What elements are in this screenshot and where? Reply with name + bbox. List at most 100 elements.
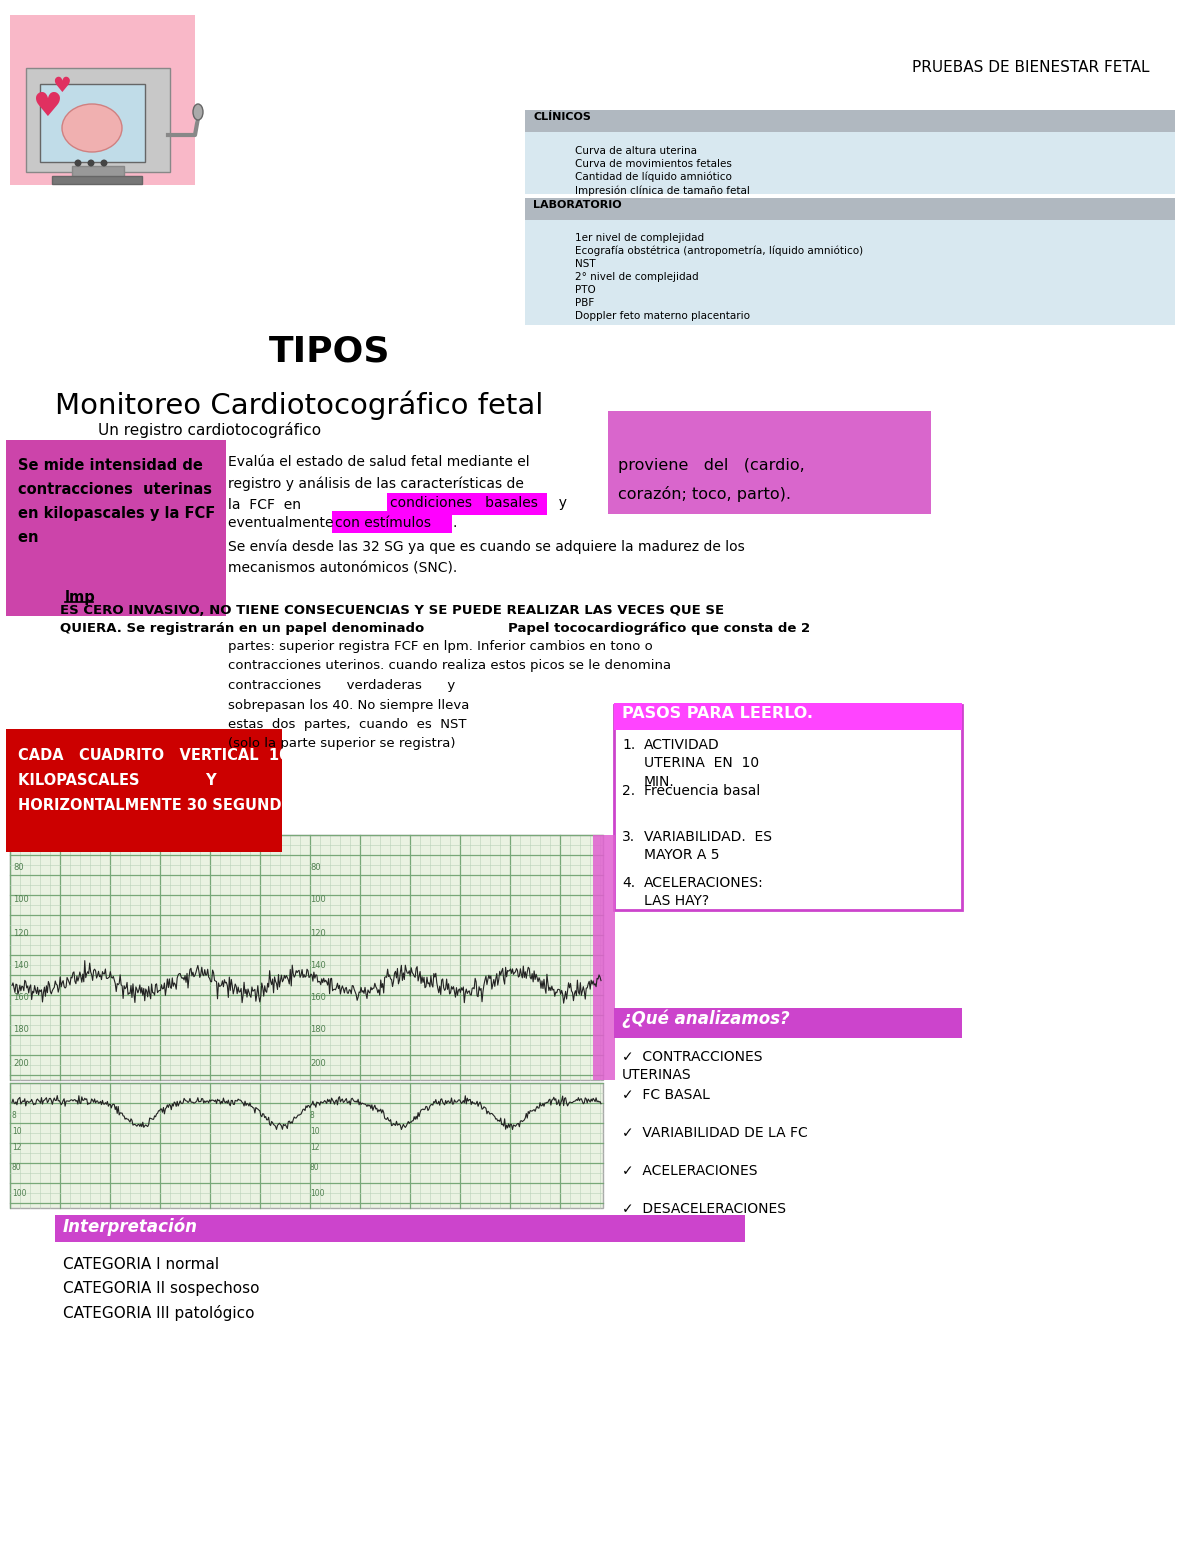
- Text: 12: 12: [310, 1143, 319, 1152]
- Text: Interpretación: Interpretación: [64, 1218, 198, 1236]
- Text: QUIERA. Se registrarán en un papel denominado: QUIERA. Se registrarán en un papel denom…: [60, 623, 428, 635]
- Text: 100: 100: [310, 896, 325, 904]
- Text: Papel tococardiográfico que consta de 2: Papel tococardiográfico que consta de 2: [508, 623, 810, 635]
- Text: ✓  CONTRACCIONES
UTERINAS: ✓ CONTRACCIONES UTERINAS: [622, 1050, 762, 1082]
- Text: Evalúa el estado de salud fetal mediante el
registro y análisis de las caracterí: Evalúa el estado de salud fetal mediante…: [228, 455, 529, 512]
- Text: 140: 140: [13, 960, 29, 969]
- Text: ♥: ♥: [52, 76, 71, 96]
- Text: 8: 8: [310, 1110, 314, 1120]
- FancyBboxPatch shape: [10, 836, 604, 1079]
- Text: 3.: 3.: [622, 829, 635, 843]
- Text: 100: 100: [310, 1188, 324, 1197]
- Text: ✓  DESACELERACIONES: ✓ DESACELERACIONES: [622, 1202, 786, 1216]
- Text: 8: 8: [12, 1110, 17, 1120]
- Text: Se mide intensidad de
contracciones  uterinas
en kilopascales y la FCF
en: Se mide intensidad de contracciones uter…: [18, 458, 215, 545]
- FancyBboxPatch shape: [526, 132, 1175, 194]
- FancyBboxPatch shape: [26, 68, 170, 172]
- Text: VARIABILIDAD.  ES
MAYOR A 5: VARIABILIDAD. ES MAYOR A 5: [644, 829, 772, 862]
- Text: PBF: PBF: [575, 298, 594, 307]
- Text: CADA   CUADRITO   VERTICAL  10
KILOPASCALES             Y
HORIZONTALMENTE 30 SEG: CADA CUADRITO VERTICAL 10 KILOPASCALES Y…: [18, 749, 305, 814]
- FancyBboxPatch shape: [526, 221, 1175, 325]
- FancyBboxPatch shape: [6, 728, 282, 853]
- Text: 180: 180: [310, 1025, 326, 1034]
- FancyBboxPatch shape: [6, 439, 226, 617]
- Text: 160: 160: [13, 994, 29, 1003]
- Text: 200: 200: [310, 1059, 325, 1067]
- Text: CLÍNICOS: CLÍNICOS: [533, 112, 590, 123]
- Text: con estímulos: con estímulos: [335, 516, 431, 530]
- Text: ✓  VARIABILIDAD DE LA FC: ✓ VARIABILIDAD DE LA FC: [622, 1126, 808, 1140]
- Text: 180: 180: [13, 1025, 29, 1034]
- Text: Monitoreo Cardiotocográfico fetal: Monitoreo Cardiotocográfico fetal: [55, 390, 544, 419]
- Text: ES CERO INVASIVO, NO TIENE CONSECUENCIAS Y SE PUEDE REALIZAR LAS VECES QUE SE: ES CERO INVASIVO, NO TIENE CONSECUENCIAS…: [60, 604, 724, 617]
- Text: .: .: [454, 516, 457, 530]
- Text: ACELERACIONES:
LAS HAY?: ACELERACIONES: LAS HAY?: [644, 876, 763, 909]
- Text: 80: 80: [310, 1163, 319, 1173]
- Text: condiciones   basales: condiciones basales: [390, 495, 538, 509]
- Text: Doppler feto materno placentario: Doppler feto materno placentario: [575, 311, 750, 321]
- FancyBboxPatch shape: [40, 84, 145, 162]
- Ellipse shape: [193, 104, 203, 120]
- Text: 160: 160: [310, 994, 326, 1003]
- Text: 1.: 1.: [622, 738, 635, 752]
- Text: lmp: lmp: [65, 590, 96, 606]
- Text: Impresión clínica de tamaño fetal: Impresión clínica de tamaño fetal: [575, 185, 750, 196]
- FancyBboxPatch shape: [526, 110, 1175, 132]
- Text: 140: 140: [310, 960, 325, 969]
- Text: 4.: 4.: [622, 876, 635, 890]
- Text: proviene   del   (cardio,
corazón; toco, parto).: proviene del (cardio, corazón; toco, par…: [618, 458, 805, 502]
- Text: ✓  ACELERACIONES: ✓ ACELERACIONES: [622, 1165, 757, 1179]
- Text: Ecografía obstétrica (antropometría, líquido amniótico): Ecografía obstétrica (antropometría, líq…: [575, 245, 863, 256]
- FancyBboxPatch shape: [614, 704, 962, 730]
- Text: TIPOS: TIPOS: [269, 335, 391, 370]
- Text: Cantidad de líquido amniótico: Cantidad de líquido amniótico: [575, 172, 732, 183]
- FancyBboxPatch shape: [593, 836, 616, 1079]
- Text: partes: superior registra FCF en lpm. Inferior cambios en tono o
contracciones u: partes: superior registra FCF en lpm. In…: [228, 640, 671, 750]
- Text: CATEGORIA III patológico: CATEGORIA III patológico: [64, 1305, 254, 1322]
- Text: 120: 120: [13, 929, 29, 938]
- Text: ♥: ♥: [32, 90, 62, 123]
- FancyBboxPatch shape: [52, 175, 142, 183]
- Text: LABORATORIO: LABORATORIO: [533, 200, 622, 210]
- FancyBboxPatch shape: [72, 166, 124, 179]
- Text: 80: 80: [13, 862, 24, 871]
- Text: y: y: [550, 495, 568, 509]
- Text: 1er nivel de complejidad: 1er nivel de complejidad: [575, 233, 704, 242]
- Text: Curva de altura uterina: Curva de altura uterina: [575, 146, 697, 155]
- Text: ¿Qué analizamos?: ¿Qué analizamos?: [622, 1009, 790, 1028]
- Text: PTO: PTO: [575, 286, 595, 295]
- Text: 100: 100: [12, 1188, 26, 1197]
- Text: 10: 10: [12, 1126, 22, 1135]
- Text: Un registro cardiotocográfico: Un registro cardiotocográfico: [98, 422, 322, 438]
- Text: CATEGORIA II sospechoso: CATEGORIA II sospechoso: [64, 1281, 259, 1297]
- Text: eventualmente: eventualmente: [228, 516, 338, 530]
- FancyBboxPatch shape: [614, 1008, 962, 1037]
- FancyBboxPatch shape: [10, 16, 194, 185]
- FancyBboxPatch shape: [608, 412, 931, 514]
- Text: Se envía desde las 32 SG ya que es cuando se adquiere la madurez de los
mecanism: Se envía desde las 32 SG ya que es cuand…: [228, 540, 745, 576]
- Text: 200: 200: [13, 1059, 29, 1067]
- Text: 2° nivel de complejidad: 2° nivel de complejidad: [575, 272, 698, 283]
- FancyBboxPatch shape: [10, 1082, 604, 1208]
- FancyBboxPatch shape: [526, 197, 1175, 221]
- Text: Frecuencia basal: Frecuencia basal: [644, 784, 761, 798]
- FancyBboxPatch shape: [55, 1214, 745, 1242]
- Text: 120: 120: [310, 929, 325, 938]
- Ellipse shape: [62, 104, 122, 152]
- Text: NST: NST: [575, 259, 595, 269]
- Text: ✓  FC BASAL: ✓ FC BASAL: [622, 1089, 710, 1103]
- Circle shape: [74, 160, 82, 166]
- Text: 12: 12: [12, 1143, 22, 1152]
- Text: PRUEBAS DE BIENESTAR FETAL: PRUEBAS DE BIENESTAR FETAL: [912, 61, 1150, 75]
- FancyBboxPatch shape: [386, 492, 547, 516]
- Text: PASOS PARA LEERLO.: PASOS PARA LEERLO.: [622, 707, 814, 721]
- Text: 100: 100: [13, 896, 29, 904]
- Text: 10: 10: [310, 1126, 319, 1135]
- Text: ACTIVIDAD
UTERINA  EN  10
MIN.: ACTIVIDAD UTERINA EN 10 MIN.: [644, 738, 760, 789]
- Circle shape: [88, 160, 95, 166]
- FancyBboxPatch shape: [614, 705, 962, 910]
- Text: 2.: 2.: [622, 784, 635, 798]
- Text: 80: 80: [310, 862, 320, 871]
- FancyBboxPatch shape: [332, 511, 452, 533]
- Text: Curva de movimientos fetales: Curva de movimientos fetales: [575, 158, 732, 169]
